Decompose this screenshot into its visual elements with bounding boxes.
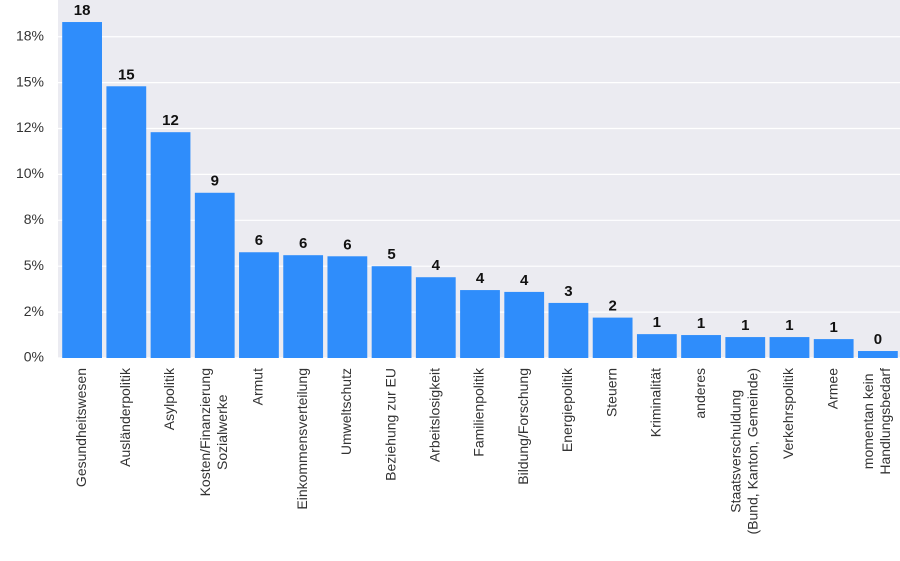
bar [725,337,766,358]
x-tick-label: (Bund, Kanton, Gemeinde) [744,368,760,535]
x-tick-label: Bildung/Forschung [515,368,531,485]
y-tick-label: 5% [24,257,44,273]
x-tick-label: Armut [250,368,266,405]
value-label: 1 [697,315,705,332]
bar [592,317,633,358]
x-tick-label: Umweltschutz [338,368,354,455]
value-label: 15 [118,66,135,83]
x-tick-label: Familienpolitik [471,367,487,457]
value-label: 4 [476,270,485,287]
x-tick-label: Sozialwerke [214,394,230,470]
y-tick-label: 10% [16,165,44,181]
x-tick-label: Armee [824,368,840,409]
value-label: 1 [785,317,793,334]
x-tick-label: Kriminalität [648,368,664,437]
bar [239,252,279,358]
value-label: 1 [741,317,749,334]
bar [194,192,235,358]
x-tick-label: momentan kein [860,373,876,469]
y-tick-label: 0% [24,349,44,365]
value-label: 6 [255,232,263,249]
bar [858,351,898,358]
value-label: 4 [432,257,441,274]
x-tick-label: Energiepolitik [559,367,575,452]
x-tick-label: anderes [692,368,708,419]
bar [636,334,677,358]
x-tick-label: Arbeitslosigkeit [426,368,442,462]
bar [327,256,368,358]
x-tick-label: Ausländerpolitik [117,367,133,467]
x-tick-label: Staatsverschuldung [727,390,743,513]
value-label: 12 [162,112,179,129]
value-label: 5 [387,246,395,263]
x-tick-label: Gesundheitswesen [73,368,89,487]
x-tick-label: Asylpolitik [161,367,177,430]
y-tick-label: 18% [16,27,44,43]
bar [504,291,545,358]
bar [371,266,412,358]
x-tick-label: Handlungsbedarf [877,368,893,475]
x-tick-label: Einkommensverteilung [294,368,310,510]
bar [62,22,102,359]
value-label: 4 [520,272,529,289]
y-tick-label: 8% [24,211,44,227]
bar [415,277,456,358]
value-label: 0 [874,331,882,348]
y-tick-label: 2% [24,303,44,319]
y-tick-label: 12% [16,119,44,135]
value-label: 6 [299,235,307,252]
x-tick-label: Beziehung zur EU [382,368,398,481]
bar [813,339,854,358]
x-tick-label: Kosten/Finanzierung [197,368,213,496]
bar [460,290,500,358]
bar [283,255,324,358]
x-tick-label: Steuern [603,368,619,417]
value-label: 1 [653,314,661,331]
value-label: 2 [608,298,616,315]
value-label: 18 [74,2,91,19]
bar [106,86,147,359]
y-tick-label: 15% [16,73,44,89]
x-tick-label: Verkehrspolitik [780,367,796,459]
bar [150,132,191,358]
bar [548,302,589,358]
value-label: 6 [343,236,351,253]
value-label: 9 [211,173,219,190]
value-label: 3 [564,283,572,300]
bar [769,337,810,358]
value-label: 1 [830,319,838,336]
bar [681,335,721,358]
